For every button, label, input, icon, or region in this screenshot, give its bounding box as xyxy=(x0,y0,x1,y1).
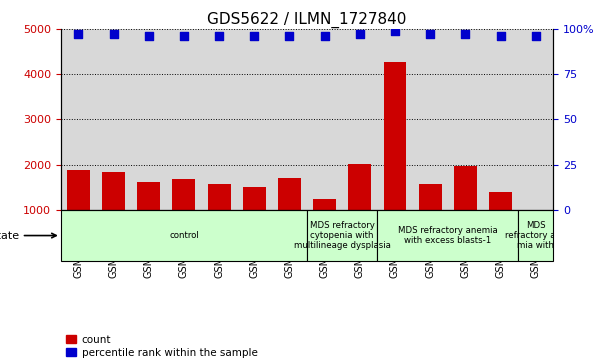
Point xyxy=(144,33,154,39)
Text: control: control xyxy=(169,231,199,240)
Bar xyxy=(384,62,406,210)
Bar xyxy=(137,182,160,210)
Text: disease state: disease state xyxy=(0,231,56,241)
Bar xyxy=(348,164,371,210)
Point xyxy=(460,32,470,37)
Point xyxy=(74,32,83,37)
Bar xyxy=(307,210,378,261)
Bar xyxy=(67,170,90,210)
Point xyxy=(249,33,259,39)
Point xyxy=(320,33,330,39)
Bar xyxy=(378,210,518,261)
Point xyxy=(179,33,188,39)
Bar xyxy=(454,166,477,210)
Point xyxy=(496,33,505,39)
Bar xyxy=(278,178,301,210)
Bar xyxy=(518,210,553,261)
Point xyxy=(214,33,224,39)
Text: MDS
refractory ane
mia with: MDS refractory ane mia with xyxy=(505,221,567,250)
Bar xyxy=(102,172,125,210)
Bar xyxy=(313,199,336,210)
Point xyxy=(109,32,119,37)
Point xyxy=(390,28,400,34)
Point xyxy=(531,33,541,39)
Text: MDS refractory anemia
with excess blasts-1: MDS refractory anemia with excess blasts… xyxy=(398,226,497,245)
Bar xyxy=(208,184,230,210)
Point xyxy=(355,32,365,37)
Bar xyxy=(61,210,307,261)
Legend: count, percentile rank within the sample: count, percentile rank within the sample xyxy=(66,335,258,358)
Point xyxy=(285,33,294,39)
Bar xyxy=(524,210,547,253)
Bar xyxy=(173,179,195,210)
Bar xyxy=(419,184,441,210)
Title: GDS5622 / ILMN_1727840: GDS5622 / ILMN_1727840 xyxy=(207,12,407,28)
Point xyxy=(425,32,435,37)
Bar xyxy=(489,192,512,210)
Bar xyxy=(243,187,266,210)
Text: MDS refractory
cytopenia with
multilineage dysplasia: MDS refractory cytopenia with multilinea… xyxy=(294,221,391,250)
